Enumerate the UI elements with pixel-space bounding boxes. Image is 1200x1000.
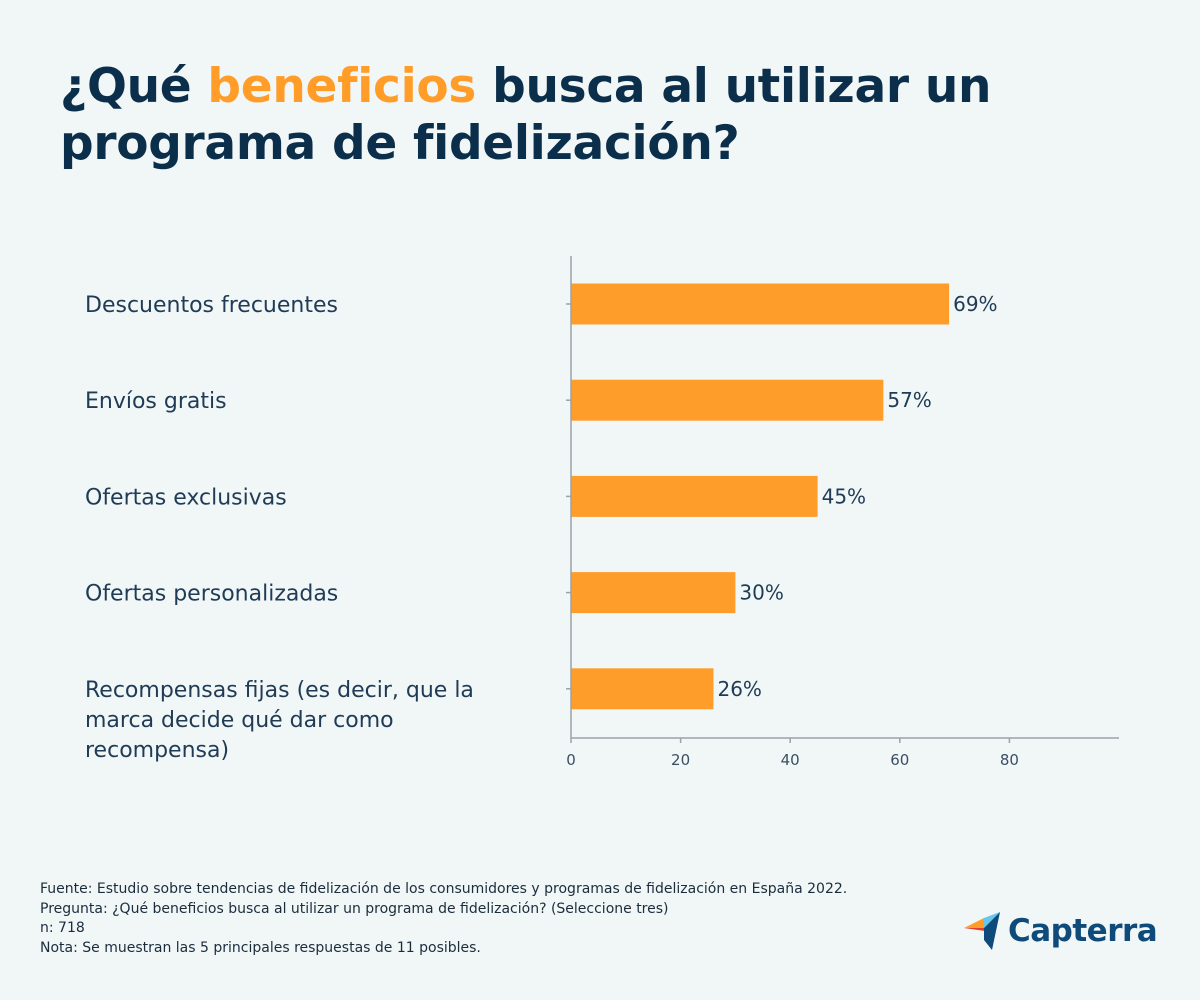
- category-label-line: Envíos gratis: [85, 389, 227, 414]
- bar-4: [571, 668, 714, 710]
- title-suffix: busca al utilizar un programa de fideliz…: [60, 59, 992, 171]
- category-label-line: Descuentos frecuentes: [85, 293, 338, 318]
- bar-3: [571, 572, 736, 614]
- bar-1: [571, 379, 884, 421]
- category-label-3: Ofertas personalizadas: [85, 582, 338, 607]
- value-label-4: 26%: [717, 677, 761, 701]
- category-label-line: Ofertas personalizadas: [85, 582, 338, 607]
- value-label-2: 45%: [822, 484, 866, 508]
- category-label-0: Descuentos frecuentes: [85, 293, 338, 318]
- category-label-line: Ofertas exclusivas: [85, 485, 287, 510]
- bar-2: [571, 475, 818, 517]
- x-tick-label-0: 0: [566, 751, 576, 769]
- category-label-line: recompensa): [85, 738, 229, 763]
- x-tick-label-1: 20: [671, 751, 690, 769]
- title-prefix: ¿Qué: [60, 59, 208, 114]
- footer-notes: Fuente: Estudio sobre tendencias de fide…: [40, 880, 940, 958]
- category-label-line: marca decide qué dar como: [85, 708, 394, 733]
- title-highlight: beneficios: [207, 59, 477, 114]
- bar-chart: Descuentos frecuentes Envíos gratis Oferta…: [85, 256, 1119, 769]
- value-label-1: 57%: [887, 388, 931, 412]
- footer-question: Pregunta: ¿Qué beneficios busca al utili…: [40, 900, 669, 917]
- value-label-0: 69%: [953, 292, 997, 316]
- bars: [571, 283, 950, 710]
- footer-note: Nota: Se muestran las 5 principales resp…: [40, 939, 481, 956]
- value-label-3: 30%: [739, 581, 783, 605]
- category-label-line: Recompensas fijas (es decir, que la: [85, 678, 474, 703]
- capterra-logo: Capterra: [962, 908, 1158, 954]
- chart-title: ¿Qué beneficios busca al utilizar un pro…: [60, 58, 1060, 172]
- x-tick-label-2: 40: [781, 751, 800, 769]
- category-label-2: Ofertas exclusivas: [85, 485, 287, 510]
- capterra-arrow-icon: [964, 912, 1000, 950]
- x-tick-label-3: 60: [890, 751, 909, 769]
- footer-sample-size: n: 718: [40, 920, 85, 936]
- category-labels: Descuentos frecuentes Envíos gratis Oferta…: [85, 293, 474, 763]
- bar-0: [571, 283, 950, 325]
- x-tick-label-4: 80: [1000, 751, 1019, 769]
- category-label-4: Recompensas fijas (es decir, que la marca…: [85, 678, 474, 763]
- footer-source: Fuente: Estudio sobre tendencias de fide…: [40, 881, 848, 897]
- value-labels: 69% 57% 45% 30% 26%: [717, 292, 997, 701]
- capterra-logo-text: Capterra: [1008, 913, 1158, 949]
- x-ticks: 0 20 40 60 80: [566, 303, 1019, 769]
- category-label-1: Envíos gratis: [85, 389, 227, 414]
